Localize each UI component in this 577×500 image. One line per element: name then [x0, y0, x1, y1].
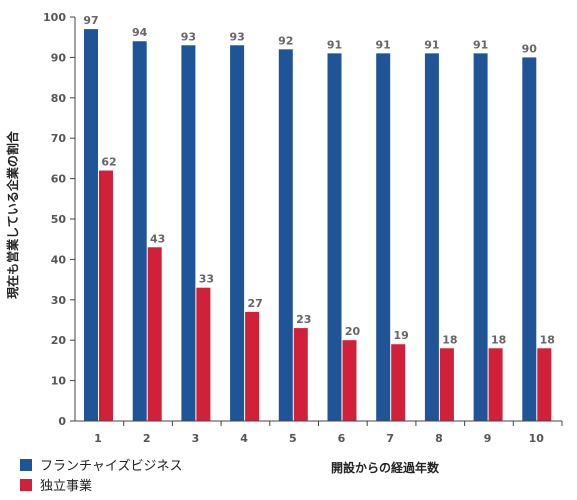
y-tick-label: 90	[51, 51, 67, 64]
bar-franchise	[84, 29, 98, 422]
data-label: 94	[132, 26, 148, 39]
data-label: 93	[181, 30, 196, 43]
bar-independent	[488, 348, 503, 421]
x-tick-label: 6	[338, 432, 346, 445]
bar-franchise	[278, 49, 293, 421]
bar-franchise	[230, 45, 245, 421]
data-label: 93	[229, 30, 244, 43]
x-axis-title: 開設からの経過年数	[331, 460, 440, 475]
y-tick-label: 40	[51, 253, 67, 266]
x-tick-label: 7	[386, 432, 394, 445]
bar-independent	[391, 344, 406, 421]
x-tick-label: 3	[192, 432, 200, 445]
data-label: 92	[278, 34, 293, 47]
data-label: 91	[473, 38, 488, 51]
y-tick-label: 0	[58, 415, 66, 428]
x-tick-label: 2	[143, 432, 151, 445]
bar-independent	[245, 311, 260, 421]
data-label: 18	[442, 333, 457, 346]
data-label: 90	[522, 42, 538, 55]
data-label: 97	[83, 14, 98, 27]
bar-independent	[147, 247, 162, 421]
x-tick-label: 1	[94, 432, 102, 445]
y-tick-label: 30	[51, 294, 67, 307]
x-tick-label: 5	[289, 432, 297, 445]
bar-franchise	[376, 53, 391, 422]
data-label: 20	[345, 325, 361, 338]
bar-independent	[342, 340, 357, 421]
x-tick-label: 10	[529, 432, 545, 445]
data-label: 27	[247, 297, 262, 310]
y-axis-title: 現在も営業している企業の割合	[5, 130, 20, 299]
y-tick-label: 80	[51, 92, 67, 105]
bar-franchise	[473, 53, 488, 422]
data-label: 43	[150, 232, 165, 245]
data-label: 33	[199, 273, 214, 286]
bar-independent	[439, 348, 454, 421]
x-tick-label: 9	[484, 432, 492, 445]
y-tick-label: 70	[51, 132, 67, 145]
legend-swatch-independent	[20, 479, 32, 491]
data-label: 62	[101, 156, 116, 169]
y-tick-label: 100	[43, 11, 66, 24]
data-label: 23	[296, 313, 311, 326]
bar-independent	[196, 287, 211, 421]
bar-franchise	[132, 41, 147, 422]
data-label: 91	[424, 38, 439, 51]
legend-label-independent: 独立事業	[40, 478, 92, 494]
data-labels: 97 62 94 43 93 33 93 27 92 23 91 20 91 19 91 18 91 18 90 18	[83, 14, 555, 346]
data-label: 91	[376, 38, 391, 51]
data-label: 18	[540, 333, 555, 346]
legend: フランチャイズビジネス 独立事業	[20, 458, 182, 494]
bar-independent	[293, 328, 308, 421]
bar-franchise	[181, 45, 196, 421]
data-label: 91	[327, 38, 342, 51]
bar-independent	[99, 170, 113, 421]
bar-independent	[537, 348, 552, 421]
y-tick-label: 60	[51, 173, 67, 186]
bar-franchise	[424, 53, 439, 422]
y-tick-label: 50	[51, 213, 67, 226]
y-tick-label: 10	[51, 375, 67, 388]
data-label: 19	[394, 329, 409, 342]
bars	[84, 29, 552, 422]
x-axis-ticks: 1 2 3 4 5 6 7 8 9 10	[94, 421, 563, 445]
legend-swatch-franchise	[20, 459, 32, 471]
x-tick-label: 8	[435, 432, 443, 445]
x-tick-label: 4	[240, 432, 248, 445]
data-label: 18	[491, 333, 506, 346]
bar-franchise	[522, 57, 537, 422]
y-tick-label: 20	[51, 334, 67, 347]
bar-franchise	[327, 53, 342, 422]
y-axis-ticks: 0 10 20 30 40 50 60 70 80 90 100	[43, 11, 75, 428]
legend-label-franchise: フランチャイズビジネス	[40, 458, 182, 474]
